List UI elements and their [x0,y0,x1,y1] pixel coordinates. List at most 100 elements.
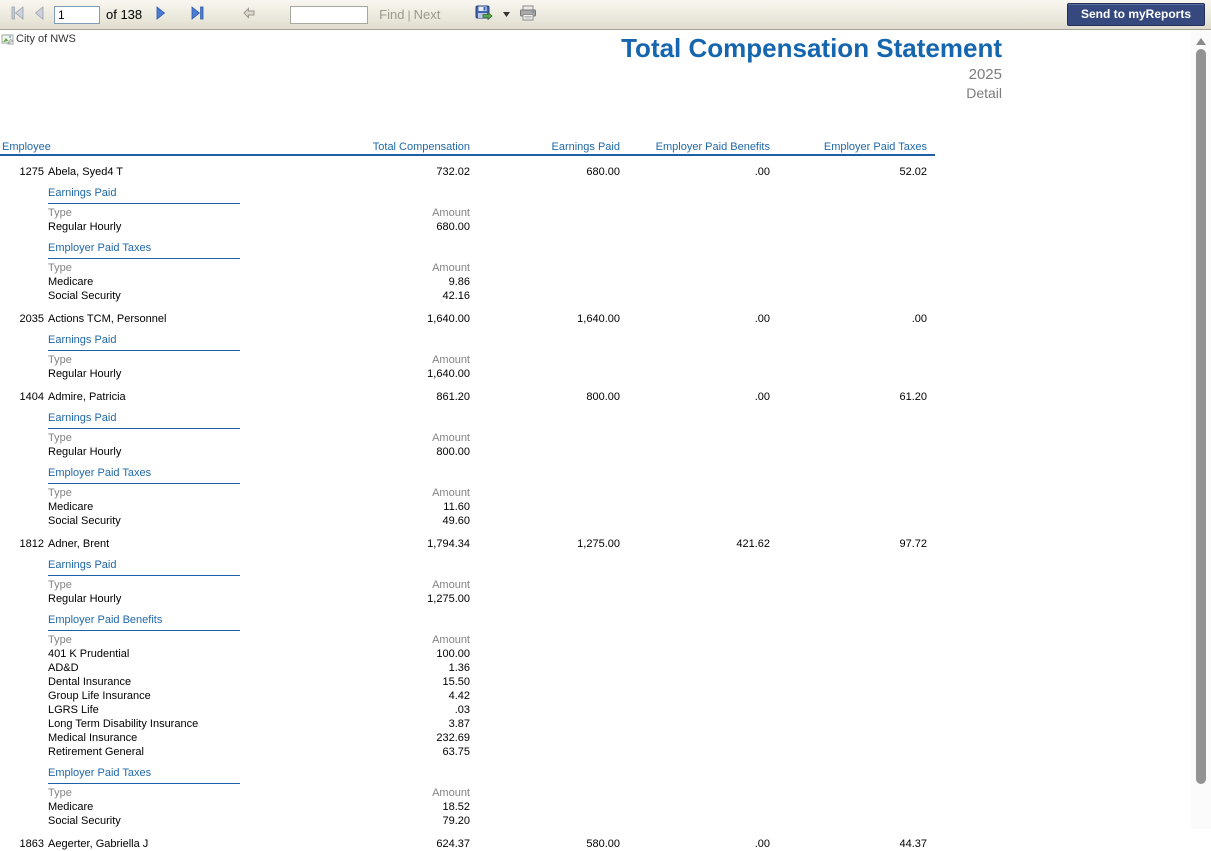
employee-id: 1275 [18,165,44,179]
report-title: Total Compensation Statement [0,33,1002,63]
vertical-scrollbar[interactable] [1191,31,1211,829]
printer-icon [519,5,537,24]
earnings-paid-value: 580.00 [480,837,620,851]
employee-id: 2035 [18,312,44,326]
detail-amount-value: 680.00 [48,220,470,234]
next-page-button[interactable] [150,4,172,26]
export-save-icon [475,5,493,25]
detail-amount-header: Amount [48,486,470,500]
find-link[interactable]: Find [379,7,404,22]
detail-section-title: Employer Paid Benefits [48,614,240,631]
detail-amount-value: 3.87 [48,717,470,731]
last-page-button[interactable] [186,4,208,26]
page-number-input[interactable] [54,6,100,24]
detail-amount-value: 4.42 [48,689,470,703]
employer-paid-benefits-value: .00 [625,837,770,851]
employee-id: 1863 [18,837,44,851]
column-header-employer-paid-benefits[interactable]: Employer Paid Benefits [625,140,770,154]
previous-page-button[interactable] [28,4,50,26]
send-to-myreports-button[interactable]: Send to myReports [1067,3,1205,26]
first-page-button[interactable] [6,4,28,26]
earnings-paid-value: 680.00 [480,165,620,179]
detail-section-title: Employer Paid Taxes [48,242,240,259]
detail-amount-header: Amount [48,633,470,647]
employer-paid-taxes-value: .00 [782,312,927,326]
print-button[interactable] [517,4,539,26]
detail-amount-value: 100.00 [48,647,470,661]
first-page-icon [10,6,25,23]
report-view-mode: Detail [0,84,1002,102]
scrollbar-up-arrow-icon[interactable] [1194,35,1208,47]
detail-amount-value: 1,275.00 [48,592,470,606]
report-year: 2025 [0,65,1002,84]
detail-amount-value: 1.36 [48,661,470,675]
report-header: Total Compensation Statement 2025 Detail [0,33,1002,102]
detail-amount-value: 49.60 [48,514,470,528]
find-next-link[interactable]: Next [414,7,441,22]
employer-paid-taxes-value: 52.02 [782,165,927,179]
detail-amount-header: Amount [48,261,470,275]
detail-section-title: Employer Paid Taxes [48,767,240,784]
column-header-earnings-paid[interactable]: Earnings Paid [480,140,620,154]
employee-name: Adner, Brent [48,537,109,551]
report-viewer-toolbar: of 138 Find | Next [0,0,1211,30]
detail-amount-value: 11.60 [48,500,470,514]
column-header-total-compensation[interactable]: Total Compensation [280,140,470,154]
detail-amount-header: Amount [48,786,470,800]
column-header-employee[interactable]: Employee [2,140,51,154]
column-header-employer-paid-taxes[interactable]: Employer Paid Taxes [782,140,927,154]
detail-section-title: Earnings Paid [48,559,240,576]
earnings-paid-value: 1,640.00 [480,312,620,326]
total-compensation-value: 861.20 [280,390,470,404]
detail-amount-value: 800.00 [48,445,470,459]
employee-id: 1812 [18,537,44,551]
back-to-parent-button[interactable] [238,4,260,26]
detail-amount-value: 63.75 [48,745,470,759]
detail-amount-header: Amount [48,206,470,220]
export-button[interactable] [473,4,495,26]
detail-section-title: Earnings Paid [48,187,240,204]
scrollbar-thumb[interactable] [1196,49,1206,784]
previous-page-icon [33,6,45,23]
find-text-input[interactable] [290,6,368,24]
employer-paid-taxes-value: 44.37 [782,837,927,851]
export-dropdown-arrow-icon[interactable] [495,4,517,26]
detail-amount-value: 9.86 [48,275,470,289]
employer-paid-benefits-value: .00 [625,390,770,404]
detail-amount-value: 232.69 [48,731,470,745]
employer-paid-benefits-value: .00 [625,312,770,326]
total-compensation-value: 1,794.34 [280,537,470,551]
detail-amount-value: 79.20 [48,814,470,828]
employee-name: Admire, Patricia [48,390,126,404]
detail-amount-header: Amount [48,578,470,592]
employer-paid-taxes-value: 97.72 [782,537,927,551]
